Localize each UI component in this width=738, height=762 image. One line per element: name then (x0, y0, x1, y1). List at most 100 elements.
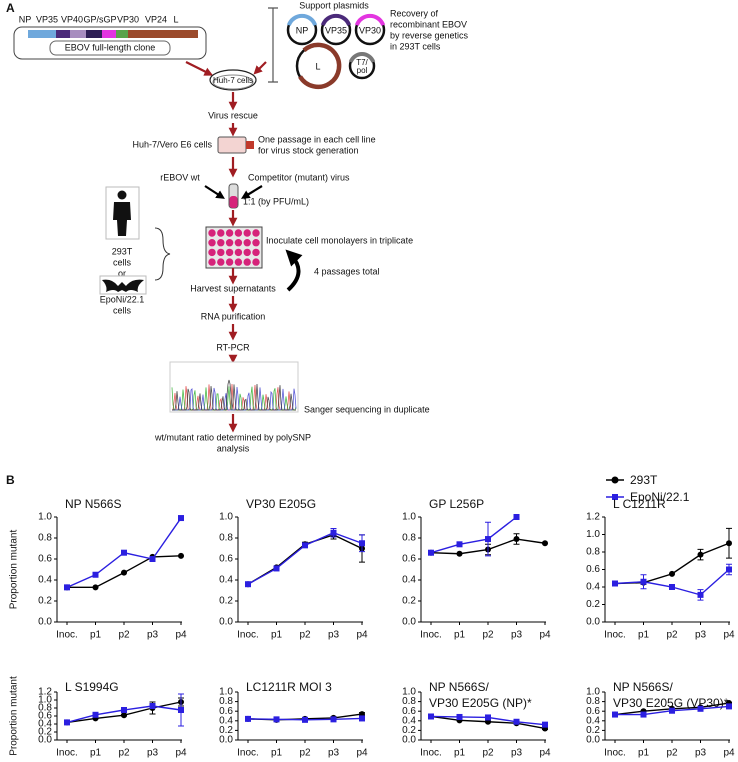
well (243, 239, 251, 247)
y-tick-label: 0.6 (219, 706, 233, 717)
dish (209, 69, 257, 91)
x-tick-label: p2 (299, 630, 311, 641)
point (64, 719, 70, 726)
point (178, 552, 184, 559)
well (208, 258, 216, 266)
well (243, 258, 251, 266)
point (669, 707, 675, 714)
point (149, 556, 156, 562)
x-tick-label: p2 (666, 748, 678, 759)
x-tick-label: Inoc. (604, 630, 626, 641)
well (252, 258, 260, 266)
point (121, 712, 127, 719)
y-tick-label: 0.2 (38, 727, 52, 738)
x-tick-label: p3 (147, 748, 159, 759)
x-tick-label: Inoc. (56, 630, 78, 641)
plasmid-insert (320, 13, 352, 27)
step: Huh-7/Vero E6 cells (132, 139, 212, 149)
x-tick-label: p1 (638, 748, 650, 759)
step-note: for virus stock generation (258, 145, 359, 155)
y-tick-label: 1.0 (219, 687, 233, 698)
x-tick-label: p2 (666, 630, 678, 641)
y-tick-label: 0.4 (586, 715, 600, 726)
y-tick-label: 0.4 (219, 575, 233, 586)
x-tick-label: p3 (147, 630, 159, 641)
loop-arrow (285, 249, 303, 292)
plasmid-label: T7/ (356, 58, 368, 67)
y-axis-label: Proportion mutant (9, 676, 20, 756)
point (149, 703, 156, 709)
gene-label: L (173, 14, 178, 24)
x-tick-label: p4 (175, 630, 187, 641)
point (612, 580, 618, 587)
legend: 293T EpoNi/22.1 (606, 473, 690, 504)
y-tick-label: 0.0 (586, 617, 600, 628)
clone-label-box (49, 40, 171, 56)
step: Competitor (mutant) virus (248, 172, 350, 182)
y-tick-label: 0.4 (38, 719, 52, 730)
point (178, 707, 184, 713)
gene (128, 30, 198, 38)
y-tick-label: 0.6 (219, 554, 233, 565)
point (64, 584, 70, 591)
well (225, 258, 234, 266)
point (302, 716, 308, 723)
point (92, 711, 99, 718)
point (542, 721, 548, 728)
gene-label: GP/sGP (83, 14, 116, 24)
point (121, 569, 127, 576)
legend-marker (611, 476, 619, 484)
arrow (204, 185, 225, 199)
y-axis-label: Proportion mutant (9, 530, 20, 610)
y-tick-label: 0.4 (38, 575, 52, 586)
point (359, 540, 365, 547)
well (225, 248, 234, 257)
y-tick-label: 0.2 (586, 599, 600, 610)
human (113, 202, 131, 236)
point (542, 540, 548, 547)
gene-label: NP (19, 14, 32, 24)
x-tick-label: p4 (356, 630, 368, 641)
y-tick-label: 0.2 (219, 596, 233, 607)
x-tick-label: Inoc. (604, 748, 626, 759)
chart-title: NP N566S (65, 497, 121, 511)
plasmid-label: NP (296, 25, 309, 35)
panel-letter: B (6, 473, 15, 487)
y-tick-label: 1.0 (586, 529, 600, 540)
x-tick-label: Inoc. (420, 630, 442, 641)
panel-letter: A (6, 1, 15, 15)
step-note: Sanger sequencing in duplicate (304, 404, 430, 414)
series-line (614, 542, 730, 585)
y-tick-label: 0.6 (402, 706, 416, 717)
well (234, 229, 243, 237)
step-note: 4 passages total (314, 266, 380, 276)
x-tick-label: p4 (723, 748, 735, 759)
gene (116, 30, 128, 38)
point (92, 584, 99, 591)
y-tick-label: 0.8 (38, 703, 52, 714)
plasmid-label: VP35 (325, 25, 347, 35)
y-tick-label: 0.4 (219, 715, 233, 726)
step-note: One passage in each cell line (258, 134, 376, 144)
point (726, 566, 732, 573)
arrow (185, 61, 214, 76)
point (485, 714, 491, 721)
host: cells (113, 305, 132, 315)
x-tick-label: p1 (271, 630, 283, 641)
y-tick-label: 0.4 (402, 575, 416, 586)
well (252, 229, 260, 237)
point (726, 703, 732, 710)
y-tick-label: 0.8 (586, 547, 600, 558)
x-tick-label: p1 (454, 748, 466, 759)
point (697, 591, 704, 598)
point (92, 571, 99, 578)
y-tick-label: 0.0 (586, 735, 600, 746)
arrow (240, 185, 263, 199)
well (217, 258, 225, 266)
gene (56, 30, 70, 38)
x-tick-label: p3 (695, 630, 707, 641)
point (428, 713, 434, 720)
x-tick-label: p1 (271, 748, 283, 759)
chart-title: L C1211R (613, 497, 666, 511)
